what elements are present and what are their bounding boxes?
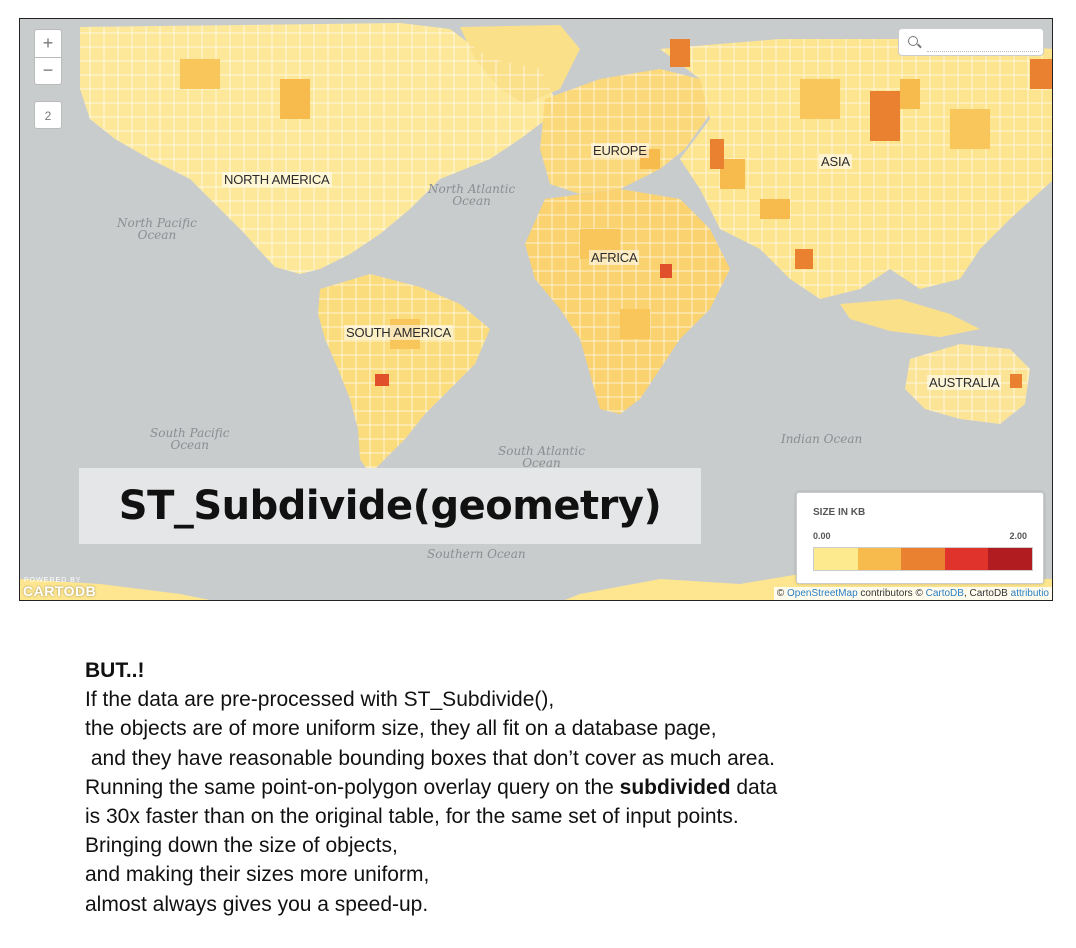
text-line-3: and they have reasonable bounding boxes … bbox=[85, 746, 775, 770]
text-line-4-post: data bbox=[730, 775, 778, 799]
attribution-mid: contributors © bbox=[857, 588, 926, 599]
legend-max: 2.00 bbox=[1009, 531, 1027, 541]
powered-by-label: POWERED BY bbox=[24, 577, 82, 584]
text-line-6: Bringing down the size of objects, bbox=[85, 834, 398, 858]
search-icon bbox=[908, 36, 918, 46]
map-legend: SIZE IN KB 0.00 2.00 bbox=[796, 492, 1044, 584]
map-attribution: © OpenStreetMap contributors © CartoDB, … bbox=[773, 587, 1052, 600]
search-box[interactable] bbox=[898, 28, 1044, 56]
heading: BUT..! bbox=[85, 659, 145, 682]
overlay-title-box: ST_Subdivide(geometry) bbox=[79, 468, 701, 544]
search-input[interactable] bbox=[927, 35, 1039, 52]
overlay-title: ST_Subdivide(geometry) bbox=[118, 483, 662, 529]
text-line-1: If the data are pre-processed with ST_Su… bbox=[85, 688, 555, 712]
label-australia: AUSTRALIA bbox=[927, 375, 1002, 390]
label-indian-ocean: Indian Ocean bbox=[781, 432, 863, 446]
attribution-sep: , CartoDB bbox=[963, 588, 1011, 599]
label-south-pacific: South Pacific Ocean bbox=[150, 426, 230, 452]
legend-swatch-1 bbox=[814, 548, 858, 570]
text-line-5: is 30x faster than on the original table… bbox=[85, 805, 739, 829]
attribution-link[interactable]: attributio bbox=[1010, 588, 1049, 599]
antarctica-west-land bbox=[20, 579, 210, 600]
explanation-text: BUT..! If the data are pre-processed wit… bbox=[85, 656, 985, 919]
zoom-level-indicator: 2 bbox=[34, 101, 62, 129]
legend-swatch-2 bbox=[857, 548, 902, 570]
osm-link[interactable]: OpenStreetMap bbox=[787, 588, 858, 599]
cartodb-logo[interactable]: CARTODB bbox=[23, 583, 97, 599]
legend-swatch-5 bbox=[988, 548, 1032, 570]
text-line-4: Running the same point-on-polygon overla… bbox=[85, 773, 985, 802]
legend-swatch-4 bbox=[944, 548, 989, 570]
label-north-america: NORTH AMERICA bbox=[222, 172, 332, 187]
cartodb-link[interactable]: CartoDB bbox=[925, 588, 964, 599]
label-south-atlantic: South Atlantic Ocean bbox=[498, 444, 585, 470]
label-north-pacific: North Pacific Ocean bbox=[117, 216, 197, 242]
indonesia-land bbox=[840, 299, 980, 337]
world-map[interactable]: + − 2 NORTH AMERICA SOUTH AMERICA EUROPE… bbox=[19, 18, 1053, 601]
text-line-4-bold: subdivided bbox=[619, 775, 731, 799]
legend-swatch-3 bbox=[901, 548, 945, 570]
text-line-7: and making their sizes more uniform, bbox=[85, 863, 430, 887]
text-line-8: almost always gives you a speed-up. bbox=[85, 892, 429, 916]
label-europe: EUROPE bbox=[591, 143, 649, 158]
label-southern-ocean: Southern Ocean bbox=[427, 547, 526, 561]
text-line-4-pre: Running the same point-on-polygon overla… bbox=[85, 775, 620, 799]
greenland-land bbox=[460, 25, 580, 104]
legend-color-ramp bbox=[813, 547, 1033, 571]
text-line-2: the objects are of more uniform size, th… bbox=[85, 717, 717, 741]
zoom-out-button[interactable]: − bbox=[34, 57, 62, 85]
highlight-cells bbox=[180, 39, 1052, 388]
label-south-america: SOUTH AMERICA bbox=[344, 325, 454, 340]
label-asia: ASIA bbox=[819, 154, 852, 169]
label-africa: AFRICA bbox=[589, 250, 640, 265]
legend-title: SIZE IN KB bbox=[813, 507, 866, 518]
attribution-prefix: © bbox=[776, 588, 788, 599]
zoom-in-button[interactable]: + bbox=[34, 29, 62, 57]
label-north-atlantic: North Atlantic Ocean bbox=[428, 182, 516, 208]
legend-min: 0.00 bbox=[813, 531, 831, 541]
